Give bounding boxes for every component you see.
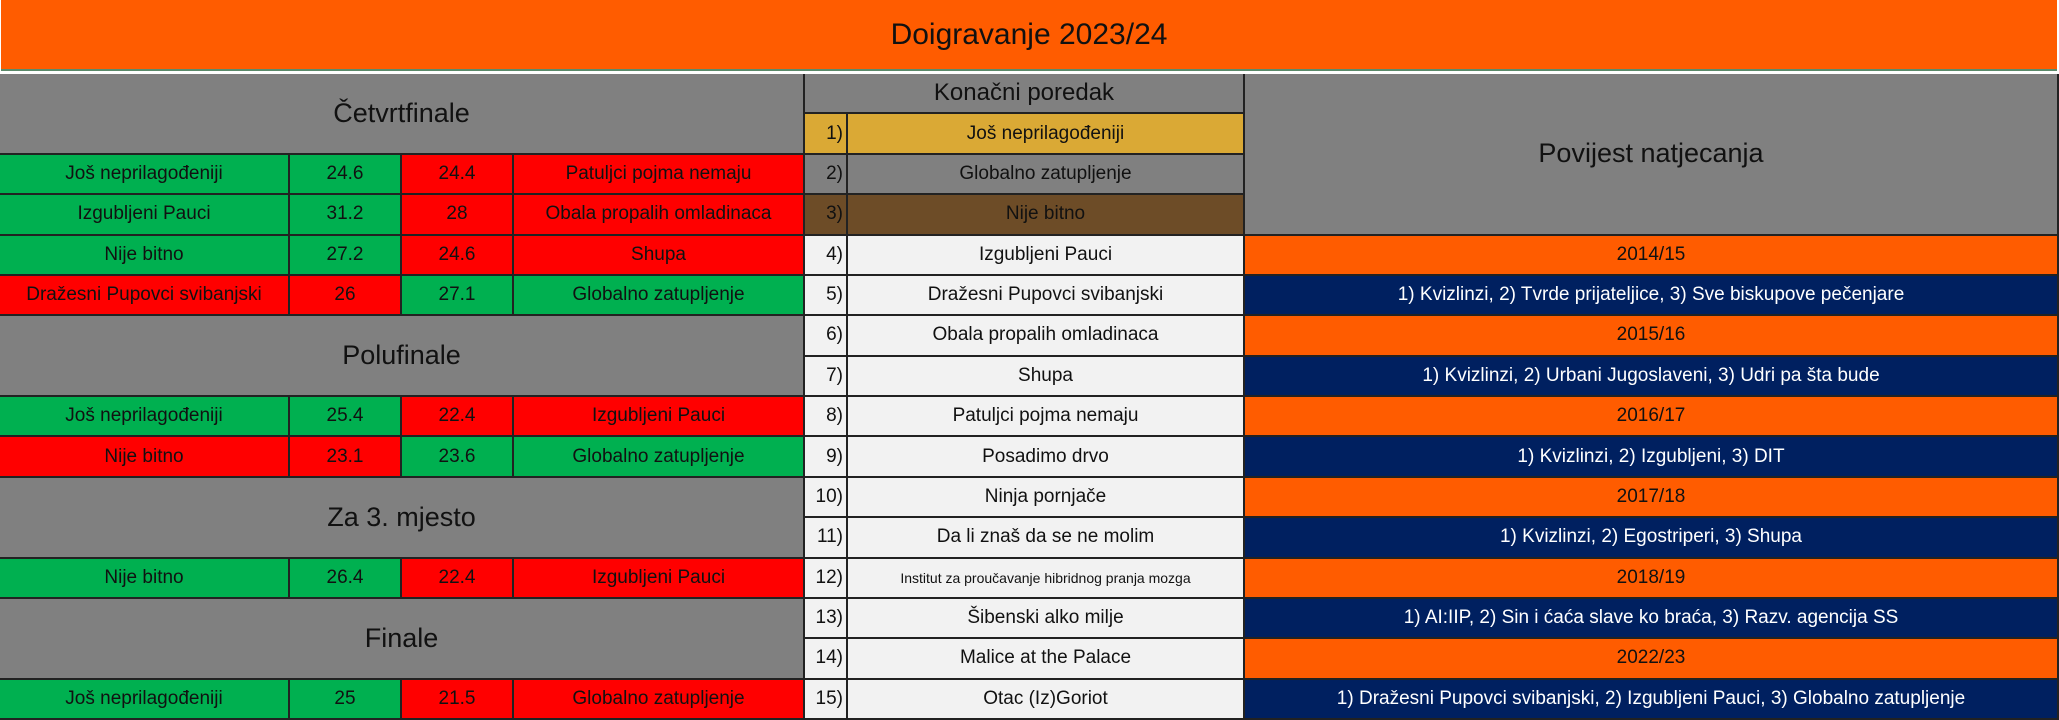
history-season[interactable]: 2016/17 [1245, 397, 2059, 438]
match-team2[interactable]: Izgubljeni Pauci [514, 397, 805, 438]
standings-team[interactable]: Dražesni Pupovci svibanjski [848, 275, 1245, 317]
standings-team[interactable]: Nije bitno [848, 195, 1245, 236]
match-score1[interactable]: 23.1 [290, 437, 402, 478]
standings-team[interactable]: Institut za proučavanje hibridnog pranja… [848, 558, 1245, 599]
standings-team[interactable]: Malice at the Palace [848, 639, 1245, 680]
match-team1[interactable]: Još neprilagođeniji [0, 679, 290, 720]
round-header[interactable]: Finale [0, 598, 805, 680]
match-score2[interactable]: 21.5 [402, 679, 514, 720]
match-score2[interactable]: 28 [402, 195, 514, 236]
history-podium[interactable]: 1) Kvizlinzi, 2) Tvrde prijateljice, 3) … [1245, 275, 2059, 317]
history-season[interactable]: 2022/23 [1245, 639, 2059, 680]
match-score1[interactable]: 25 [290, 679, 402, 720]
standings-rank[interactable]: 9) [805, 437, 848, 478]
standings-team[interactable]: Posadimo drvo [848, 437, 1245, 478]
match-team2[interactable]: Obala propalih omladinaca [514, 195, 805, 236]
history-podium[interactable]: 1) AI:IIP, 2) Sin i ćaća slave ko braća,… [1245, 598, 2059, 640]
match-team1[interactable]: Nije bitno [0, 558, 290, 599]
standings-rank[interactable]: 3) [805, 195, 848, 236]
standings-team[interactable]: Shupa [848, 356, 1245, 397]
standings-rank[interactable]: 10) [805, 477, 848, 519]
match-team1[interactable]: Nije bitno [0, 437, 290, 478]
round-header[interactable]: Za 3. mjesto [0, 477, 805, 559]
match-team2[interactable]: Globalno zatupljenje [514, 679, 805, 720]
standings-rank[interactable]: 14) [805, 639, 848, 680]
history-season[interactable]: 2014/15 [1245, 235, 2059, 276]
standings-rank[interactable]: 13) [805, 598, 848, 640]
standings-rank[interactable]: 15) [805, 679, 848, 720]
match-team2[interactable]: Patuljci pojma nemaju [514, 154, 805, 196]
standings-rank[interactable]: 7) [805, 356, 848, 397]
history-podium[interactable]: 1) Kvizlinzi, 2) Egostriperi, 3) Shupa [1245, 518, 2059, 559]
standings-team[interactable]: Izgubljeni Pauci [848, 235, 1245, 276]
standings-rank[interactable]: 4) [805, 235, 848, 276]
match-score1[interactable]: 25.4 [290, 397, 402, 438]
match-score2[interactable]: 24.4 [402, 154, 514, 196]
standings-team[interactable]: Globalno zatupljenje [848, 154, 1245, 196]
history-podium[interactable]: 1) Dražesni Pupovci svibanjski, 2) Izgub… [1245, 679, 2059, 720]
match-team1[interactable]: Još neprilagođeniji [0, 154, 290, 196]
match-score1[interactable]: 26.4 [290, 558, 402, 599]
match-team2[interactable]: Shupa [514, 235, 805, 276]
standings-rank[interactable]: 8) [805, 397, 848, 438]
standings-header[interactable]: Konačni poredak [805, 74, 1245, 115]
match-score1[interactable]: 26 [290, 275, 402, 317]
standings-team[interactable]: Obala propalih omladinaca [848, 316, 1245, 357]
standings-team[interactable]: Ninja pornjače [848, 477, 1245, 519]
match-score2[interactable]: 24.6 [402, 235, 514, 276]
standings-rank[interactable]: 2) [805, 154, 848, 196]
standings-team[interactable]: Otac (Iz)Goriot [848, 679, 1245, 720]
history-podium[interactable]: 1) Kvizlinzi, 2) Izgubljeni, 3) DIT [1245, 437, 2059, 478]
standings-rank[interactable]: 6) [805, 316, 848, 357]
round-header[interactable]: Polufinale [0, 316, 805, 397]
match-score2[interactable]: 22.4 [402, 558, 514, 599]
match-score1[interactable]: 24.6 [290, 154, 402, 196]
standings-rank[interactable]: 11) [805, 518, 848, 559]
history-header[interactable]: Povijest natjecanja [1245, 74, 2059, 236]
match-score1[interactable]: 27.2 [290, 235, 402, 276]
match-team1[interactable]: Izgubljeni Pauci [0, 195, 290, 236]
standings-team[interactable]: Još neprilagođeniji [848, 114, 1245, 155]
history-podium[interactable]: 1) Kvizlinzi, 2) Urbani Jugoslaveni, 3) … [1245, 356, 2059, 397]
match-team1[interactable]: Dražesni Pupovci svibanjski [0, 275, 290, 317]
match-score1[interactable]: 31.2 [290, 195, 402, 236]
history-season[interactable]: 2017/18 [1245, 477, 2059, 519]
match-score2[interactable]: 22.4 [402, 397, 514, 438]
match-team2[interactable]: Globalno zatupljenje [514, 437, 805, 478]
match-team2[interactable]: Izgubljeni Pauci [514, 558, 805, 599]
standings-team[interactable]: Da li znaš da se ne molim [848, 518, 1245, 559]
match-team1[interactable]: Nije bitno [0, 235, 290, 276]
standings-team[interactable]: Šibenski alko milje [848, 598, 1245, 640]
history-season[interactable]: 2018/19 [1245, 558, 2059, 599]
match-score2[interactable]: 27.1 [402, 275, 514, 317]
standings-rank[interactable]: 1) [805, 114, 848, 155]
page-title: Doigravanje 2023/24 [1, 0, 2057, 71]
history-season[interactable]: 2015/16 [1245, 316, 2059, 357]
standings-rank[interactable]: 5) [805, 275, 848, 317]
match-team2[interactable]: Globalno zatupljenje [514, 275, 805, 317]
round-header[interactable]: Četvrtfinale [0, 74, 805, 155]
standings-rank[interactable]: 12) [805, 558, 848, 599]
match-score2[interactable]: 23.6 [402, 437, 514, 478]
playoff-sheet: Četvrtfinale Još neprilagođeniji 24.6 24.4 P… [0, 74, 2059, 720]
standings-team[interactable]: Patuljci pojma nemaju [848, 397, 1245, 438]
match-team1[interactable]: Još neprilagođeniji [0, 397, 290, 438]
